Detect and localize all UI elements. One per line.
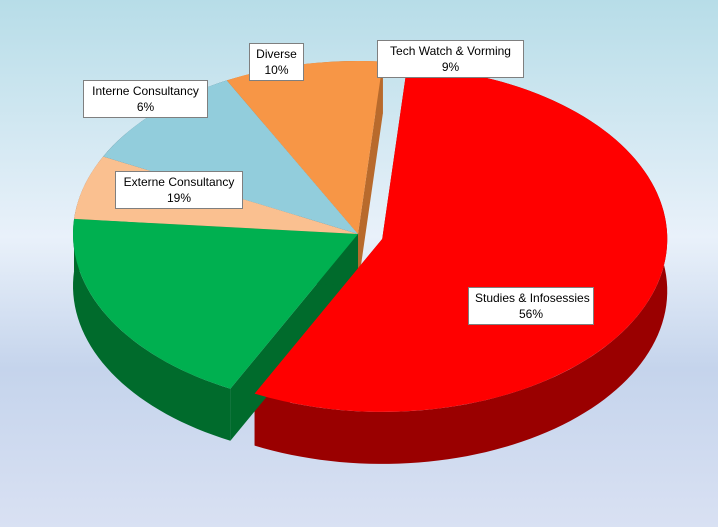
label-value: 56% bbox=[518, 307, 544, 321]
slice-4 bbox=[226, 60, 383, 234]
label-name: Interne Consultancy bbox=[92, 84, 199, 98]
label-value: 9% bbox=[441, 60, 460, 74]
label-tech-watch-vorming: Tech Watch & Vorming 9% bbox=[377, 40, 524, 78]
label-studies-infosessies: Studies & Infosessies 56% bbox=[468, 287, 594, 325]
label-name: Diverse bbox=[256, 47, 297, 61]
slice-1 bbox=[72, 218, 358, 389]
slice-side-1 bbox=[73, 218, 231, 441]
label-name: Studies & Infosessies bbox=[475, 291, 590, 305]
label-value: 6% bbox=[136, 100, 155, 114]
label-value: 10% bbox=[264, 63, 289, 77]
label-interne-consultancy: Interne Consultancy 6% bbox=[83, 80, 208, 118]
label-externe-consultancy: Externe Consultancy 19% bbox=[115, 171, 243, 209]
slice-0 bbox=[254, 66, 668, 412]
label-name: Tech Watch & Vorming bbox=[390, 44, 511, 58]
slice-wall-4-1 bbox=[358, 61, 383, 286]
label-diverse: Diverse 10% bbox=[249, 43, 304, 81]
slice-side-0 bbox=[254, 66, 668, 464]
label-value: 19% bbox=[166, 191, 192, 205]
slice-3 bbox=[103, 80, 358, 235]
label-name: Externe Consultancy bbox=[123, 175, 235, 189]
